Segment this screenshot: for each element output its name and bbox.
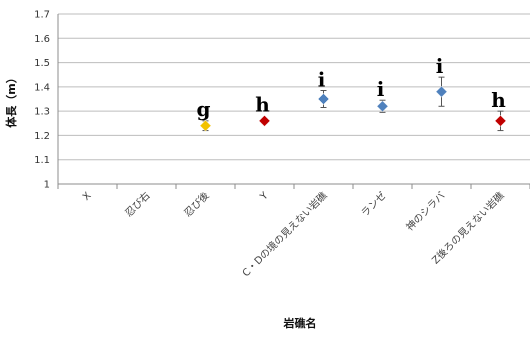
y-tick-label: 1.6 [34, 34, 50, 45]
data-point [317, 93, 330, 105]
x-tick-label: 忍び右 [122, 189, 152, 219]
y-tick-label: 1.2 [34, 131, 50, 142]
y-tick-label: 1.5 [34, 58, 50, 69]
x-tick-label: X [81, 190, 94, 203]
significance-letter: h [491, 88, 506, 112]
y-axis-ticks: 1 1.1 1.2 1.3 1.4 1.5 1.6 1.7 [34, 10, 50, 191]
data-point [199, 119, 212, 132]
y-tick-label: 1.7 [34, 10, 50, 21]
significance-letter: g [197, 97, 211, 121]
x-tick-label: 忍び後 [181, 189, 211, 219]
x-tick-label: 神のシラバ [403, 189, 447, 233]
significance-letter: i [436, 54, 444, 78]
x-axis-label: 岩礁名 [283, 316, 317, 330]
data-point [258, 115, 271, 127]
x-tick-label: C・Dの境の見えない岩礁 [239, 189, 329, 279]
y-tick-label: 1.4 [34, 82, 50, 93]
data-point [494, 115, 507, 127]
y-tick-label: 1.3 [34, 107, 50, 118]
significance-letter: h [255, 92, 270, 116]
data-point [376, 100, 389, 113]
gridlines [57, 13, 530, 185]
data-point [435, 85, 448, 98]
significance-letter: i [377, 77, 385, 101]
y-tick-label: 1 [44, 180, 50, 191]
significance-letter: i [318, 68, 326, 92]
x-tick-label: Y [258, 190, 271, 203]
x-tick-label: ランゼ [359, 190, 389, 220]
data-points: ghiiihi [197, 54, 507, 132]
y-axis-label: 体長（m） [4, 72, 18, 127]
y-tick-label: 1.1 [34, 155, 50, 166]
